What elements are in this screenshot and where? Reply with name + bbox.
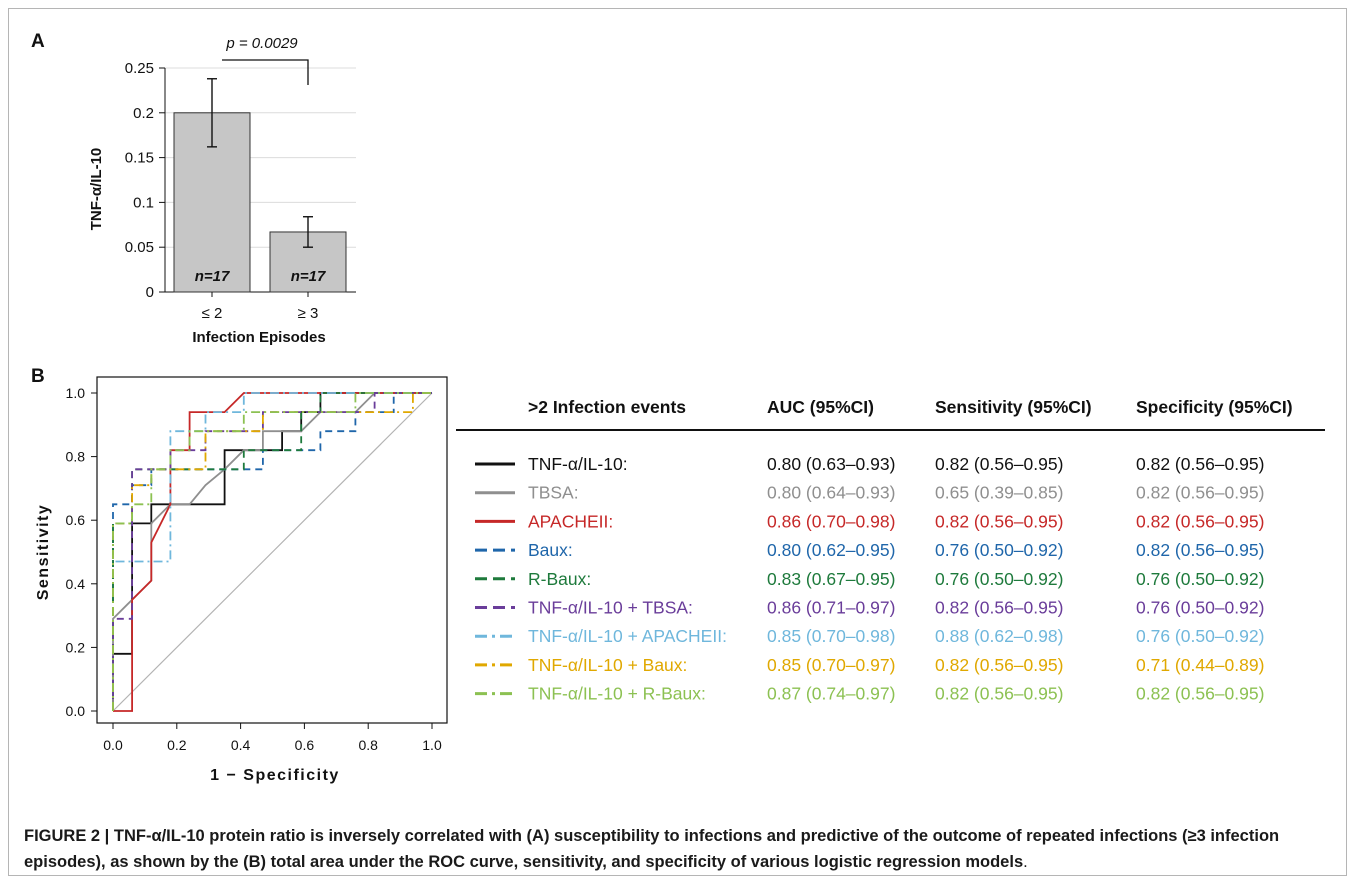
table-cell: 0.85 (0.70–0.97) [767,655,895,675]
roc-curve [112,392,432,711]
reference-diagonal [112,392,433,712]
panel-label-b: B [31,366,45,387]
y-tick-label: 1.0 [66,385,86,401]
table-cell: TNF-α/IL-10: [528,454,628,474]
y-tick-label: 0.0 [66,703,86,719]
y-tick-label: 0.6 [66,512,86,528]
x-tick-label: 0.0 [103,737,123,753]
roc-curve [112,392,432,711]
table-cell: TBSA: [528,483,579,503]
table-cell: 0.76 (0.50–0.92) [935,569,1063,589]
y-tick-label: 0 [146,284,154,301]
table-cell: 0.82 (0.56–0.95) [1136,454,1264,474]
x-tick-label: 0.4 [231,737,251,753]
table-header-cell: Sensitivity (95%CI) [935,397,1092,417]
table-cell: 0.71 (0.44–0.89) [1136,655,1264,675]
table-cell: 0.82 (0.56–0.95) [1136,511,1264,531]
figure-caption: FIGURE 2 | TNF-α/IL-10 protein ratio is … [24,823,1334,875]
bar-chart-x-axis-label: Infection Episodes [192,329,325,346]
y-tick-label: 0.05 [125,239,154,256]
table-header-cell: AUC (95%CI) [767,397,874,417]
bar-chart-panel-a: 0 0.05 0.1 0.15 0.2 0.25 n=17 ≤ 2 n=17 ≥ 3 [125,59,356,322]
table-cell: TNF-α/IL-10 + APACHEII: [528,626,727,646]
y-tick-label: 0.1 [133,194,154,211]
table-cell: 0.82 (0.56–0.95) [935,598,1063,618]
table-header-cell: >2 Infection events [528,397,686,417]
table-cell: 0.82 (0.56–0.95) [935,454,1063,474]
y-tick-label: 0.8 [66,449,86,465]
panel-label-a: A [31,31,45,52]
table-cell: 0.86 (0.71–0.97) [767,598,895,618]
table-cell: 0.82 (0.56–0.95) [935,511,1063,531]
x-tick-label: 1.0 [422,737,442,753]
roc-curve [112,392,432,711]
table-cell: TNF-α/IL-10 + Baux: [528,655,687,675]
table-cell: 0.76 (0.50–0.92) [1136,569,1264,589]
x-tick-label: ≤ 2 [202,305,223,322]
significance-bracket [222,59,309,85]
table-cell: 0.82 (0.56–0.95) [1136,540,1264,560]
table-cell: TNF-α/IL-10 + R-Baux: [528,684,706,704]
roc-curve [112,392,432,711]
table-cell: 0.85 (0.70–0.98) [767,626,895,646]
table-cell: APACHEII: [528,511,613,531]
y-tick-label: 0.25 [125,60,154,77]
x-tick-label: ≥ 3 [298,305,319,322]
table-cell: 0.80 (0.62–0.95) [767,540,895,560]
x-tick-label: 0.8 [358,737,378,753]
caption-text: TNF-α/IL-10 protein ratio is inversely c… [24,827,1280,871]
table-cell: 0.87 (0.74–0.97) [767,684,895,704]
x-tick-label: 0.6 [295,737,315,753]
table-cell: 0.76 (0.50–0.92) [1136,626,1264,646]
table-cell: Baux: [528,540,573,560]
table-cell: 0.83 (0.67–0.95) [767,569,895,589]
roc-y-axis-label: Sensitivity [35,504,52,601]
p-value-annotation: p = 0.0029 [225,35,298,52]
caption-prefix: FIGURE 2 | [24,827,114,845]
y-tick-label: 0.2 [133,105,154,122]
bar-chart-y-axis-label: TNF-α/IL-10 [88,148,105,231]
table-cell: 0.76 (0.50–0.92) [1136,598,1264,618]
y-tick-label: 0.15 [125,150,154,167]
x-tick-label: 0.2 [167,737,187,753]
bar-n-label: n=17 [195,268,230,285]
table-cell: 0.65 (0.39–0.85) [935,483,1063,503]
roc-plot-frame [96,376,448,724]
roc-x-axis-label: 1 − Specificity [210,767,340,784]
table-cell: 0.82 (0.56–0.95) [1136,483,1264,503]
y-tick-label: 0.2 [66,639,86,655]
caption-suffix: . [1023,853,1028,871]
roc-chart-panel-b: 0.0 0.2 0.4 0.6 0.8 1.0 0.0 0.2 0.4 0.6 0.8 1.0 [66,376,448,753]
table-cell: 0.86 (0.70–0.98) [767,511,895,531]
y-tick-label: 0.4 [66,576,86,592]
table-cell: 0.80 (0.63–0.93) [767,454,895,474]
table-cell: 0.76 (0.50–0.92) [935,540,1063,560]
roc-results-table: >2 Infection events AUC (95%CI) Sensitivit… [456,397,1325,704]
table-cell: 0.80 (0.64–0.93) [767,483,895,503]
bar-n-label: n=17 [291,268,326,285]
table-header-cell: Specificity (95%CI) [1136,397,1293,417]
figure-frame [8,8,1347,876]
table-cell: 0.88 (0.62–0.98) [935,626,1063,646]
table-cell: R-Baux: [528,569,591,589]
table-cell: 0.82 (0.56–0.95) [1136,684,1264,704]
table-cell: TNF-α/IL-10 + TBSA: [528,598,693,618]
table-cell: 0.82 (0.56–0.95) [935,655,1063,675]
table-cell: 0.82 (0.56–0.95) [935,684,1063,704]
